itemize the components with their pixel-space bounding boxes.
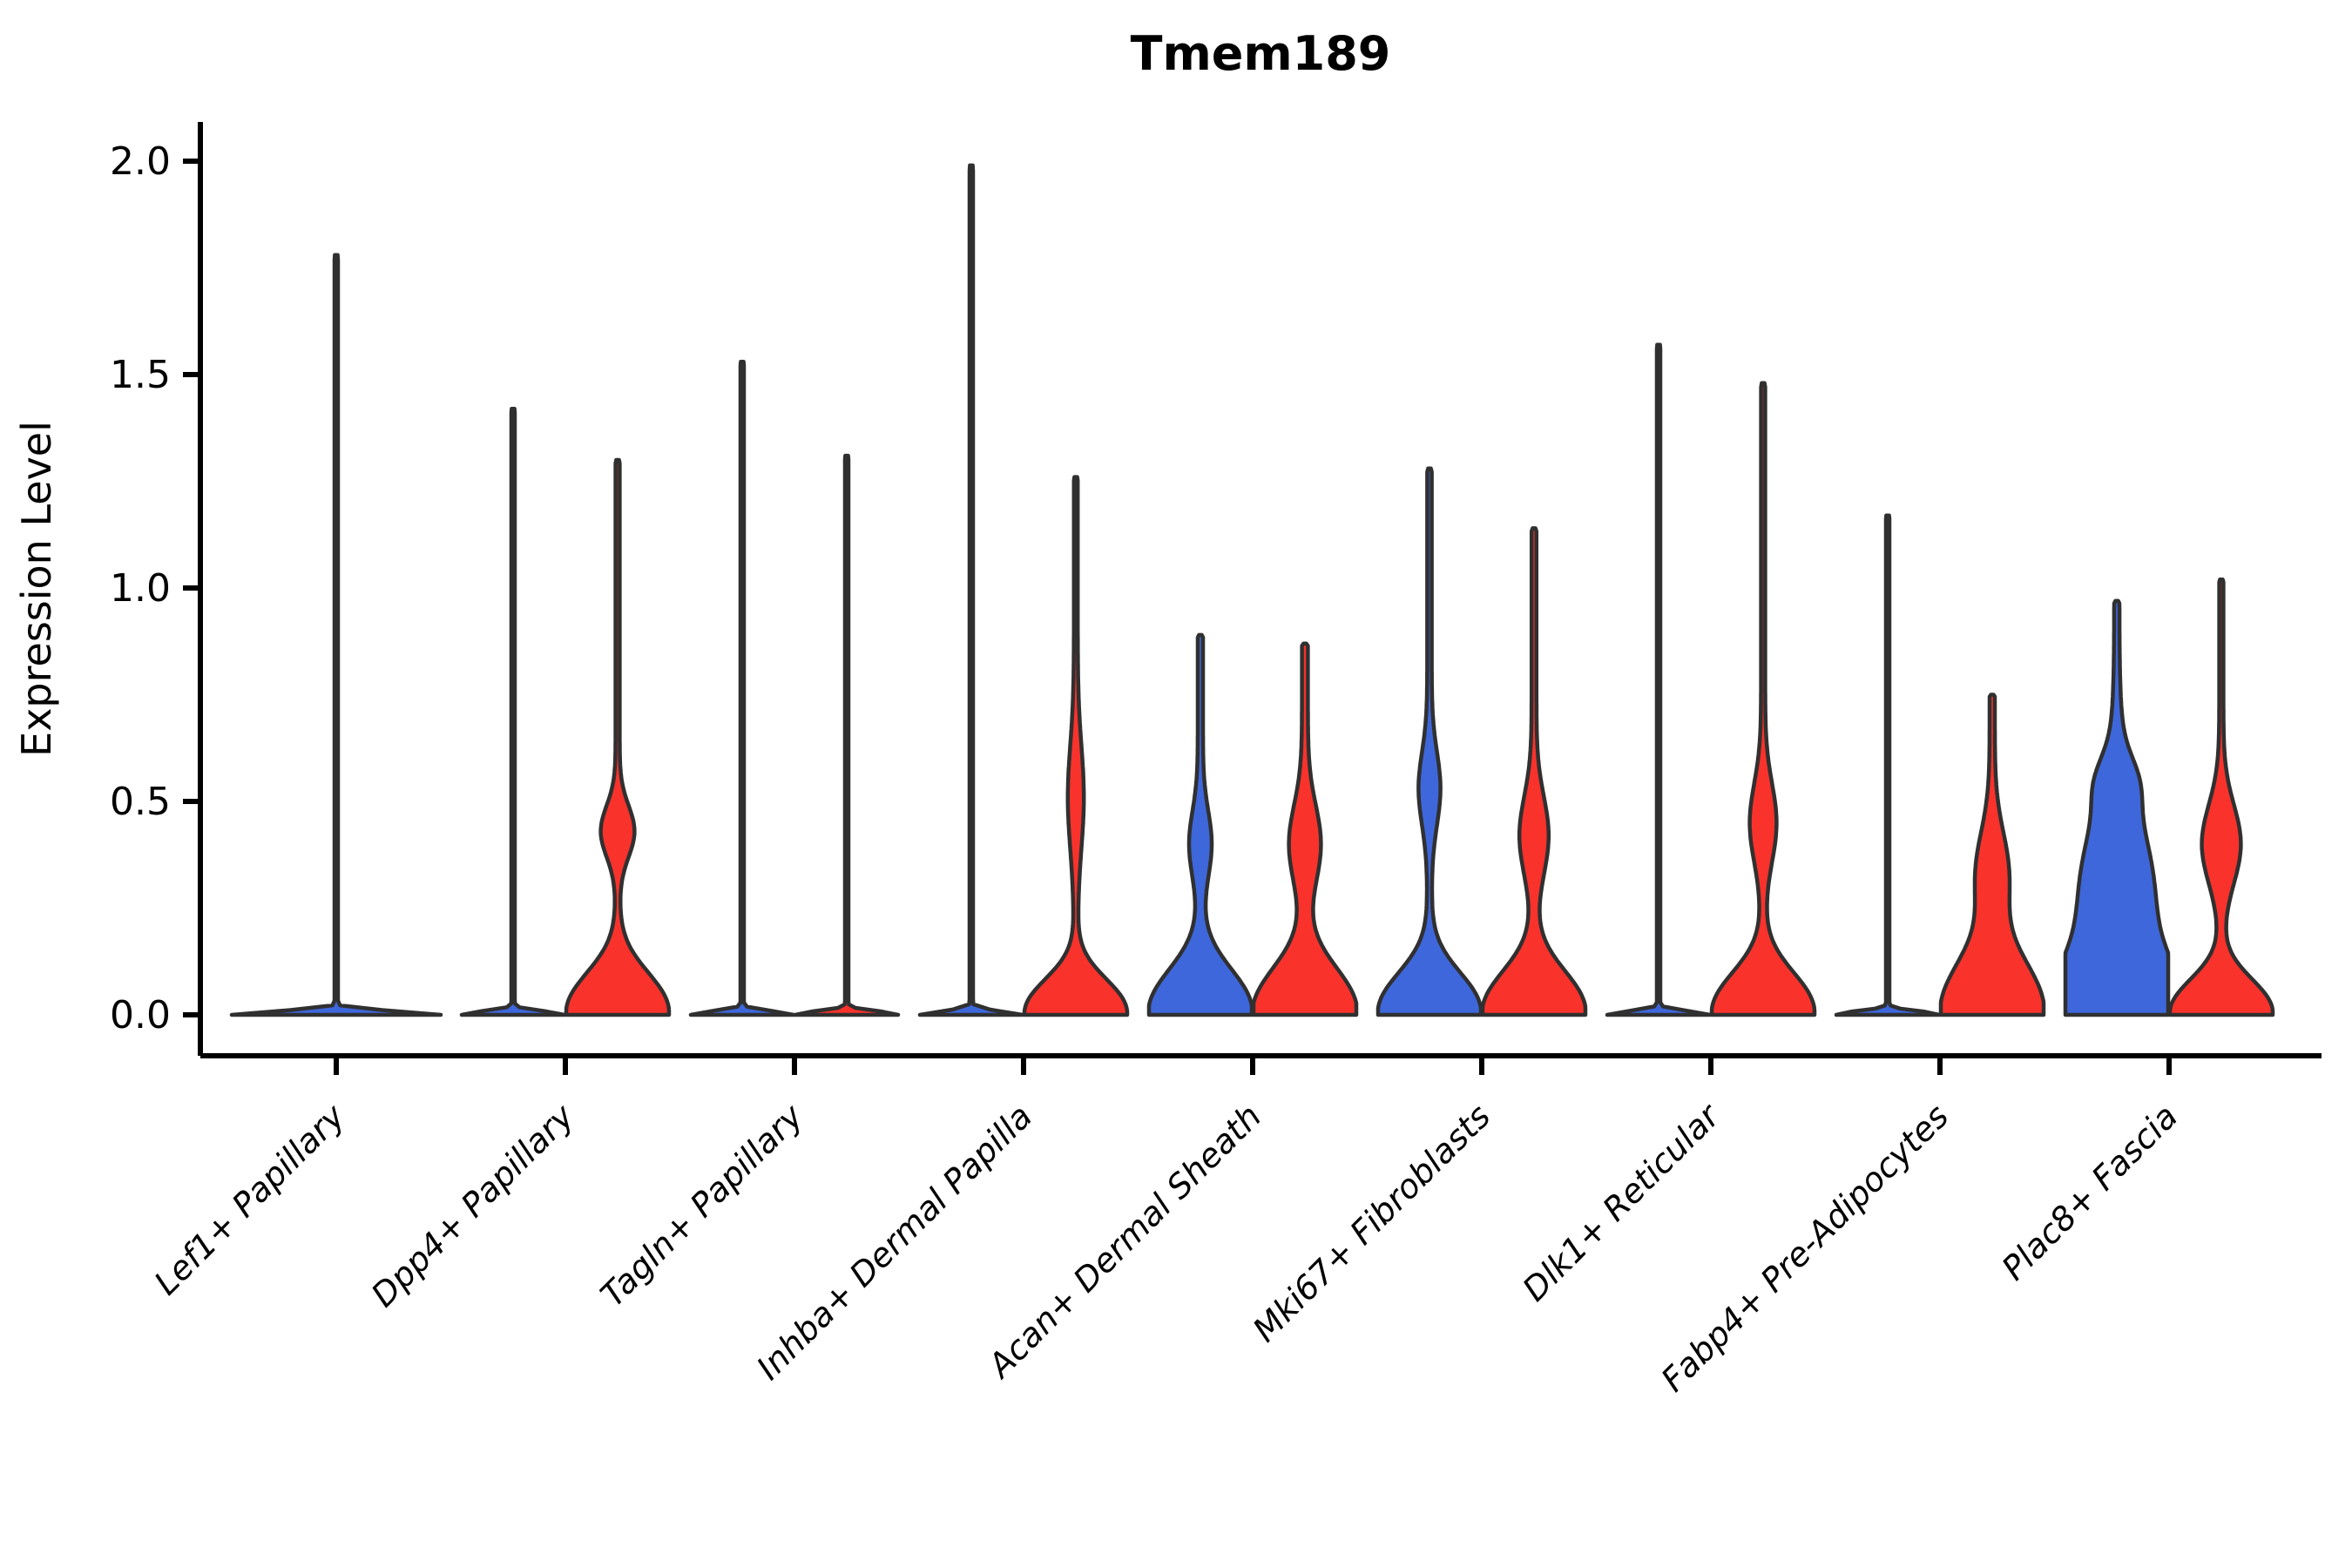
violin-6-group-2 <box>1709 381 1817 1017</box>
violin-1-group-1 <box>459 406 567 1017</box>
violin-5-group-2 <box>1480 526 1588 1017</box>
violin-8-group-1 <box>2063 598 2171 1017</box>
violin-7-group-1 <box>1834 513 1942 1017</box>
violin-3-group-1 <box>917 163 1025 1017</box>
y-tick-label: 1.0 <box>110 566 171 611</box>
violin-3-group-2 <box>1022 475 1130 1017</box>
violin-2-group-2 <box>793 453 901 1017</box>
violin-1-group-2 <box>564 457 672 1017</box>
x-tick-label: Dpp4+ Papillary <box>364 1097 582 1315</box>
y-tick-label: 0.0 <box>110 993 171 1037</box>
chart-title: Tmem189 <box>1131 26 1391 81</box>
violin-2-group-1 <box>688 360 796 1017</box>
violin-0-single <box>229 253 443 1017</box>
y-tick-label: 2.0 <box>110 139 171 184</box>
violin-4-group-1 <box>1146 632 1254 1017</box>
x-tick-label: Lef1+ Papillary <box>147 1097 353 1302</box>
y-axis-label: Expression Level <box>13 421 60 757</box>
y-tick-label: 1.5 <box>110 353 171 397</box>
violins-layer <box>229 163 2275 1017</box>
x-tick-label: Mki67+ Fibroblasts <box>1246 1097 1498 1349</box>
y-tick-label: 0.5 <box>110 780 171 824</box>
violin-4-group-2 <box>1251 641 1359 1017</box>
x-tick-label: Tagln+ Papillary <box>593 1097 811 1315</box>
violin-5-group-1 <box>1375 466 1484 1017</box>
x-tick-label: Plac8+ Fascia <box>1995 1097 2186 1288</box>
x-tick-label: Dlk1+ Reticular <box>1515 1096 1728 1309</box>
violin-6-group-1 <box>1605 342 1713 1017</box>
violin-7-group-2 <box>1938 693 2046 1017</box>
violin-8-group-2 <box>2167 577 2275 1017</box>
